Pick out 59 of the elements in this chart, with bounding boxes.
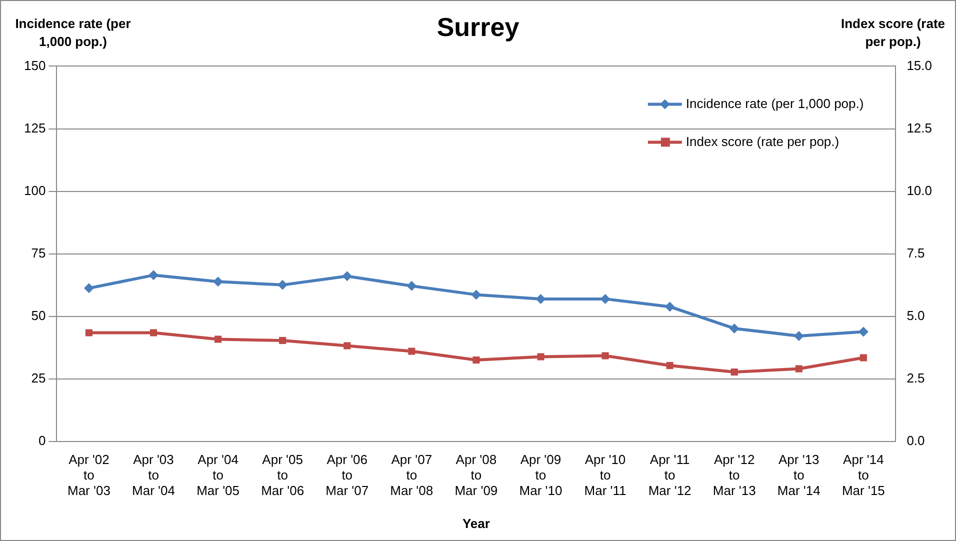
legend-label: Index score (rate per pop.) xyxy=(686,134,840,149)
point xyxy=(342,271,352,282)
point xyxy=(666,362,674,370)
point xyxy=(214,336,222,343)
point xyxy=(860,354,867,362)
y2-tick-label: 7.5 xyxy=(906,245,925,260)
y-tick-label: 75 xyxy=(31,245,46,260)
x-tick-label: Apr '13 to Mar '14 xyxy=(777,452,820,498)
x-tick-label: Apr '11 to Mar '12 xyxy=(648,452,692,498)
x-tick-label: Apr '07 to Mar '08 xyxy=(390,452,434,498)
point xyxy=(148,270,158,280)
x-tick-label: Apr '06 to Mar '07 xyxy=(326,452,369,498)
y2-tick-label: 0.0 xyxy=(906,433,925,448)
x-tick-label: Apr '05 to Mar '06 xyxy=(261,452,304,498)
point xyxy=(472,356,480,364)
y2-tick-label: 5.0 xyxy=(906,308,925,324)
y-tick-label: 25 xyxy=(31,370,46,386)
point xyxy=(471,290,482,300)
point xyxy=(602,352,609,360)
point xyxy=(213,276,224,287)
x-tick-label: Apr '03 to Mar '04 xyxy=(132,452,175,498)
point xyxy=(537,353,544,360)
y2-axis-title: Index score (rate per pop.) xyxy=(840,15,946,51)
x-tick-label: Apr '09 to Mar '10 xyxy=(519,452,562,498)
point xyxy=(729,323,740,334)
point xyxy=(279,336,286,344)
chart-title: Surrey xyxy=(436,12,520,42)
x-axis-title: Year xyxy=(462,516,490,531)
x-tick-label: Apr '02 to Mar '03 xyxy=(67,452,110,498)
x-tick-label: Apr '14 to Mar '15 xyxy=(842,452,885,498)
y2-tick-label: 12.5 xyxy=(906,120,932,136)
y-axis-title: Incidence rate (per 1,000 pop.) xyxy=(15,15,131,51)
point xyxy=(150,329,158,336)
y2-tick-label: 2.5 xyxy=(906,370,925,386)
x-tick-label: Apr '08 to Mar '09 xyxy=(454,452,498,498)
point xyxy=(600,294,610,304)
point xyxy=(278,280,288,290)
point xyxy=(858,326,868,337)
x-tick-label: Apr '12 to Mar '13 xyxy=(712,452,756,498)
point xyxy=(794,330,804,341)
point xyxy=(84,283,94,294)
point xyxy=(795,365,802,372)
point xyxy=(344,342,351,350)
point xyxy=(664,302,675,312)
point xyxy=(730,368,738,376)
point xyxy=(85,329,92,336)
x-tick-label: Apr '04 to Mar '05 xyxy=(196,452,240,498)
y-tick-label: 100 xyxy=(24,182,46,198)
y-tick-label: 0 xyxy=(38,433,46,448)
point xyxy=(406,280,417,291)
y2-tick-label: 10.0 xyxy=(906,182,932,198)
legend-label: Incidence rate (per 1,000 pop.) xyxy=(686,96,864,111)
point xyxy=(536,294,546,304)
y2-tick-label: 15.0 xyxy=(906,58,932,73)
point xyxy=(408,348,416,355)
y-tick-label: 150 xyxy=(24,58,46,73)
y-tick-label: 50 xyxy=(31,308,46,324)
x-tick-label: Apr '10 to Mar '11 xyxy=(584,452,626,498)
y-tick-label: 125 xyxy=(24,120,46,136)
